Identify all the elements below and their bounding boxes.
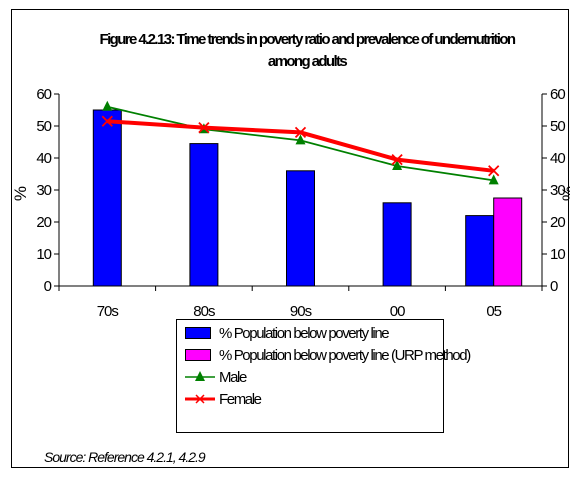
y-tick-label-right: 30 <box>550 182 565 199</box>
x-tick-label-80s: 80s <box>193 303 215 320</box>
point-female-70s <box>101 115 113 127</box>
y-tick-label-right: 40 <box>550 150 565 167</box>
chart-svg: 00101020203030404050506060%%70s80s90s000… <box>12 86 570 320</box>
legend-marker-female <box>185 394 215 404</box>
y-tick-label-right: 60 <box>550 86 565 103</box>
point-male-05 <box>488 174 499 185</box>
x-tick-label-90s: 90s <box>290 303 312 320</box>
x-tick-label-00: 00 <box>390 303 405 320</box>
point-female-00 <box>391 153 403 166</box>
chart-frame: Figure 4.2.13: Time trends in poverty ra… <box>11 9 570 468</box>
y-tick-label-left: 20 <box>36 214 51 231</box>
bar-1-05 <box>493 197 523 287</box>
y-tick-label-left: 10 <box>36 246 51 263</box>
point-male-00 <box>392 160 403 170</box>
legend-label-poverty-urp: % Population below poverty line (URP met… <box>219 346 471 364</box>
point-female-80s <box>198 121 210 134</box>
legend-swatch-poverty <box>185 327 211 339</box>
y-tick-label-left: 0 <box>44 278 52 295</box>
legend-label-poverty: % Population below poverty line <box>219 324 390 342</box>
bar-0-00 <box>382 202 412 287</box>
y-tick-label-left: 60 <box>36 86 51 103</box>
legend: % Population below poverty line % Popula… <box>176 319 471 433</box>
legend-swatch-poverty-urp <box>185 349 211 361</box>
y-tick-label-right: 50 <box>550 118 565 135</box>
y-tick-label-right: 10 <box>550 246 565 263</box>
chart-title-line-2: among adults <box>267 53 348 70</box>
y-axis-label-right: % <box>559 186 570 201</box>
point-male-90s <box>295 134 306 145</box>
legend-marker-male <box>185 371 215 381</box>
y-axis-label-left: % <box>12 186 30 201</box>
bar-0-05 <box>465 215 495 287</box>
y-tick-label-left: 50 <box>36 118 51 135</box>
point-female-90s <box>294 126 307 139</box>
point-female-05 <box>488 165 500 177</box>
x-tick-label-70s: 70s <box>97 303 119 320</box>
bar-0-80s <box>189 143 219 287</box>
bar-0-90s <box>286 170 315 287</box>
point-male-70s <box>102 100 113 111</box>
y-tick-label-right: 0 <box>550 278 558 295</box>
bar-0-70s <box>92 109 122 287</box>
legend-label-female: Female <box>219 390 262 408</box>
chart-title: Figure 4.2.13: Time trends in poverty ra… <box>99 31 517 48</box>
y-tick-label-left: 30 <box>36 182 51 199</box>
x-tick-label-05: 05 <box>486 303 501 320</box>
y-tick-label-left: 40 <box>36 150 51 167</box>
source-note: Source: Reference 4.2.1, 4.2.9 <box>44 449 206 465</box>
line-female <box>107 119 494 173</box>
y-tick-label-right: 20 <box>550 214 565 231</box>
legend-label-male: Male <box>219 368 247 386</box>
